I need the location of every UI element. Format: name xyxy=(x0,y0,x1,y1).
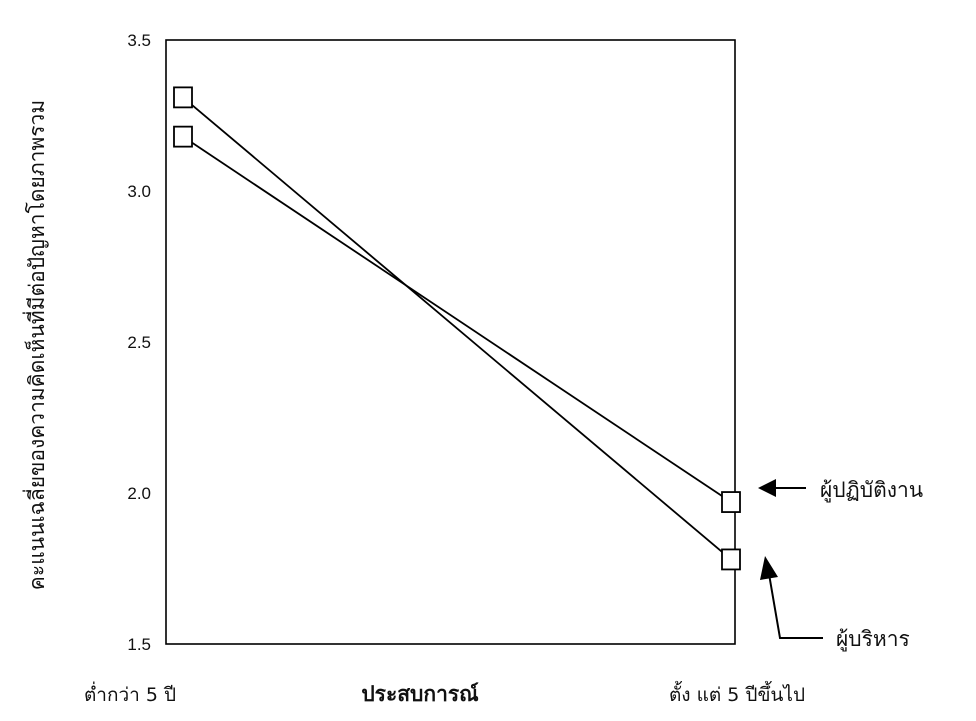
annotation-admin-label: ผู้บริหาร xyxy=(836,627,910,652)
annotation-admin-arrow-head xyxy=(760,556,778,580)
x-category-label: ตั้ง แต่ 5 ปีขึ้นไป xyxy=(669,681,805,706)
annotation-admin-arrow-shaft xyxy=(768,573,823,639)
annotation-worker-label: ผู้ปฏิบัติงาน xyxy=(820,478,923,503)
data-point-marker xyxy=(173,125,193,148)
y-tick-label: 3.0 xyxy=(127,182,151,201)
x-axis-title: ประสบการณ์ xyxy=(361,682,479,706)
series-line xyxy=(182,135,732,503)
annotation-worker-arrow-head xyxy=(758,479,776,497)
x-axis-categories: ต่ำกว่า 5 ปี ตั้ง แต่ 5 ปีขึ้นไป xyxy=(84,681,805,706)
data-point-marker xyxy=(173,86,193,109)
annotation-admin: ผู้บริหาร xyxy=(760,556,910,652)
data-point-marker xyxy=(721,491,741,513)
data-point-marker xyxy=(721,548,741,571)
series-layer xyxy=(173,86,741,571)
y-tick-label: 1.5 xyxy=(127,635,151,654)
annotation-worker: ผู้ปฏิบัติงาน xyxy=(758,478,923,503)
series-line xyxy=(182,96,732,561)
series-worker xyxy=(173,125,741,513)
y-tick-label: 3.5 xyxy=(127,31,151,50)
y-tick-label: 2.0 xyxy=(127,484,151,503)
x-category-label: ต่ำกว่า 5 ปี xyxy=(84,681,176,706)
y-axis-ticks: 1.5 2.0 2.5 3.0 3.5 xyxy=(127,31,151,654)
y-axis-title: คะแนนเฉลี่ยของความคิดเห็นที่มีต่อปัญหาโด… xyxy=(22,100,49,590)
y-tick-label: 2.5 xyxy=(127,333,151,352)
plot-frame xyxy=(165,39,736,645)
series-admin xyxy=(173,86,741,571)
